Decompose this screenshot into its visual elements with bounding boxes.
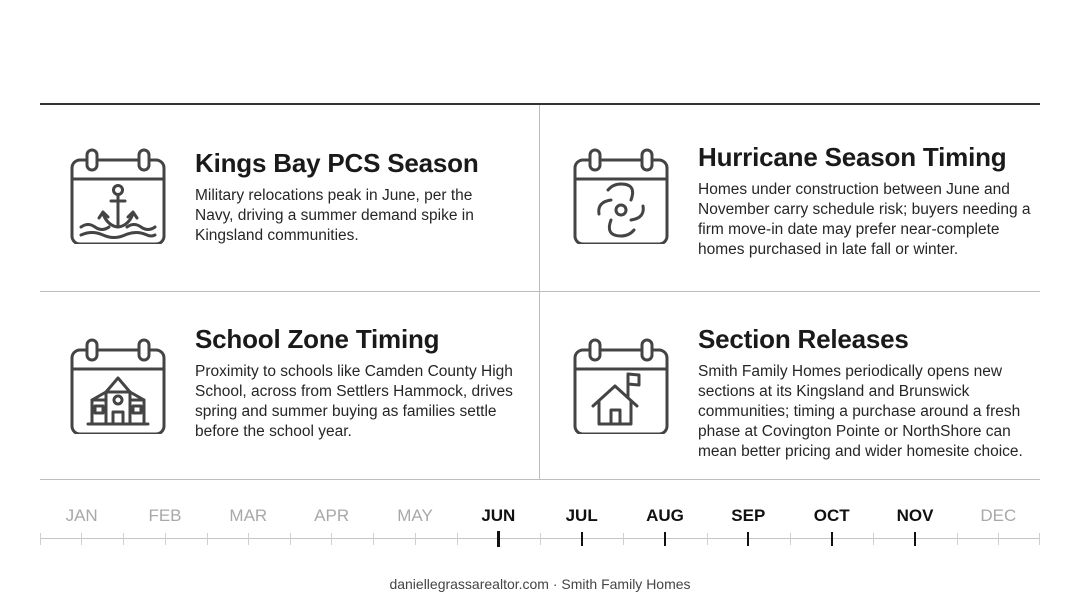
card-title: Kings Bay PCS Season [195,148,479,178]
grid-vertical-divider [539,105,540,479]
month-label-jul: JUL [565,506,598,525]
timeline-boundary-tick [40,533,41,545]
card-title: School Zone Timing [195,324,440,354]
month-tick-aug [664,532,666,546]
timeline-boundary-tick [623,533,625,545]
calendar-house-flag-icon [573,338,669,434]
month-tick-jun [496,531,500,547]
month-label-mar: MAR [229,506,268,525]
card-title: Section Releases [698,324,909,354]
month-label-nov: NOV [896,506,934,525]
month-label-feb: FEB [148,506,182,525]
month-label-sep: SEP [731,506,766,525]
month-tick-feb [164,533,166,545]
month-label-jun: JUN [481,506,516,525]
card-description: Proximity to schools like Camden County … [195,363,513,440]
month-tick-dec [997,533,999,545]
card-title: Hurricane Season Timing [698,142,1007,172]
month-label-oct: OCT [813,506,850,525]
month-label-dec: DEC [980,506,1017,525]
timeline-boundary-tick [956,533,958,545]
month-tick-mar [247,533,249,545]
month-label-apr: APR [314,506,350,525]
calendar-school-icon [70,338,166,434]
card-description: Homes under construction between June an… [698,181,1031,258]
timeline-boundary-tick [206,533,208,545]
card-description: Smith Family Homes periodically opens ne… [698,363,1023,460]
month-tick-may [414,533,416,545]
calendar-hurricane-icon [573,148,669,244]
month-tick-oct [830,532,833,546]
timeline-boundary-tick [540,533,541,545]
calendar-anchor-icon [70,148,166,244]
timeline-boundary-tick [790,533,791,545]
month-tick-jul [580,532,583,546]
timeline-boundary-tick [290,533,291,545]
timeline-boundary-tick [373,533,375,545]
month-tick-jan [81,533,83,545]
timeline-boundary-tick [456,533,458,545]
grid-bottom-divider [40,479,1040,480]
month-tick-sep [747,532,750,546]
top-divider [40,103,1040,105]
month-tick-apr [331,533,333,545]
timeline-boundary-tick [1039,533,1040,545]
month-tick-nov [914,532,916,546]
month-label-jan: JAN [65,506,98,525]
month-label-aug: AUG [646,506,684,525]
timeline-boundary-tick [873,533,875,545]
month-label-may: MAY [397,506,433,525]
timeline-boundary-tick [706,533,708,545]
grid-horizontal-divider [40,291,1040,292]
timeline-boundary-tick [123,533,125,545]
card-description: Military relocations peak in June, per t… [195,187,474,244]
month-timeline: JAN FEB MAR APR MAY JUN JUL AUG SEP OCT NOV DEC [40,506,1040,550]
footer-credit: daniellegrassarealtor.com · Smith Family… [389,576,691,592]
